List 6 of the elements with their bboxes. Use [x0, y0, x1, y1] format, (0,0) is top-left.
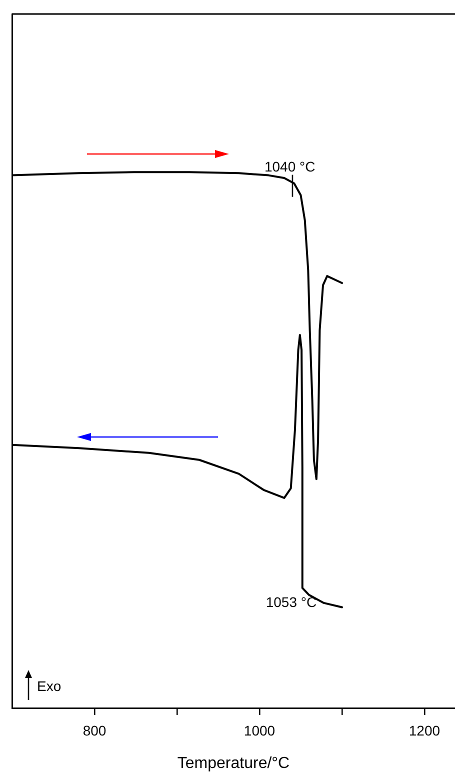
x-tick-label: 1200 [408, 722, 440, 738]
x-axis-title: Temperature/°C [177, 754, 290, 772]
annotation: 1040 °C [264, 158, 316, 175]
x-tick-label: 800 [82, 722, 106, 738]
x-tick-label: 1000 [244, 722, 276, 738]
annotation: Exo [37, 678, 62, 694]
